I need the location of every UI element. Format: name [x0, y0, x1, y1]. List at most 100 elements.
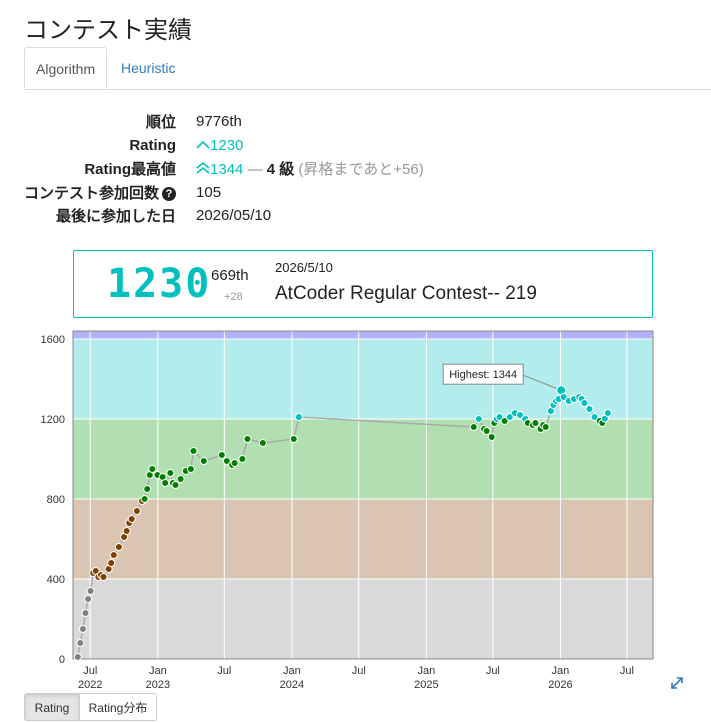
tab-algorithm[interactable]: Algorithm	[24, 47, 107, 89]
stats-table: 順位 9776th Rating 1230 Rating最高値 1344 — 4…	[24, 110, 424, 228]
rating-point	[469, 423, 478, 431]
rating-point	[99, 573, 108, 581]
rating-point	[78, 625, 87, 633]
rating-point	[86, 587, 95, 595]
rank-value: 9776th	[196, 113, 242, 131]
x-tick-year: 2023	[146, 679, 170, 688]
rating-point	[143, 485, 152, 493]
y-tick-label: 400	[47, 574, 65, 586]
rating-point	[132, 507, 141, 515]
count-label: コンテスト参加回数	[24, 184, 160, 202]
rating-cell: 1230	[186, 134, 424, 158]
y-tick-label: 1200	[41, 414, 65, 426]
y-tick-label: 800	[47, 494, 65, 506]
stats-row-rating: Rating 1230	[24, 134, 424, 158]
card-contest-name[interactable]: AtCoder Regular Contest-- 219	[275, 283, 537, 304]
stats-row-last: 最後に参加した日 2026/05/10	[24, 204, 424, 228]
rating-point	[222, 457, 231, 465]
tab-heuristic[interactable]: Heuristic	[121, 60, 176, 76]
rating-distribution-button[interactable]: Rating分布	[79, 693, 157, 721]
rating-label: Rating	[129, 136, 177, 154]
question-circle-icon[interactable]: ?	[162, 186, 177, 201]
rating-point	[140, 495, 149, 503]
rating-point	[559, 393, 568, 401]
rating-point	[114, 543, 123, 551]
rating-point	[590, 413, 599, 421]
x-tick-month: Jul	[217, 665, 231, 677]
page-title: コンテスト実績	[24, 17, 192, 44]
rank-label: 順位	[146, 114, 177, 132]
x-tick-month: Jan	[417, 665, 435, 677]
rating-point	[531, 419, 540, 427]
y-tick-label: 1600	[41, 334, 65, 346]
tab-bar: Algorithm Heuristic	[24, 47, 711, 90]
rating-point	[505, 413, 514, 421]
latest-contest-card: 1230 669th +28 2026/5/10 AtCoder Regular…	[73, 250, 653, 318]
rating-band-0	[73, 579, 653, 659]
rating-point	[81, 609, 90, 617]
rating-band-1	[73, 499, 653, 579]
rating-band-3	[73, 339, 653, 419]
last-label: 最後に参加した日	[56, 208, 177, 226]
expand-icon[interactable]	[670, 676, 684, 693]
card-rating-diff: +28	[224, 291, 243, 303]
rating-point	[217, 451, 226, 459]
rating-point	[294, 413, 303, 421]
highest-value: 1344	[210, 161, 244, 179]
rating-point	[238, 455, 247, 463]
x-tick-month: Jan	[552, 665, 570, 677]
rating-point	[500, 417, 509, 425]
chevron-up-icon	[196, 137, 210, 154]
y-tick-label: 0	[59, 654, 65, 666]
x-tick-month: Jan	[149, 665, 167, 677]
stats-row-rank: 順位 9776th	[24, 110, 424, 134]
highest-label: Rating最高値	[84, 161, 177, 179]
rating-point	[73, 653, 82, 661]
x-tick-month: Jul	[352, 665, 366, 677]
highest-separator: —	[247, 161, 263, 179]
x-tick-year: 2026	[548, 679, 572, 688]
rating-point	[109, 551, 118, 559]
rating-point	[230, 459, 239, 467]
rating-point	[541, 423, 550, 431]
rating-point	[107, 559, 116, 567]
rating-point	[495, 413, 504, 421]
rating-point	[258, 439, 267, 447]
rating-point	[474, 415, 483, 423]
kyu-note: (昇格まであと+56)	[298, 161, 424, 179]
x-tick-year: 2022	[78, 679, 102, 688]
highest-cell: 1344 — 4 級 (昇格まであと+56)	[186, 157, 424, 181]
rating-point	[189, 447, 198, 455]
rating-point	[603, 409, 612, 417]
rating-point	[585, 405, 594, 413]
rating-point	[186, 465, 195, 473]
x-tick-month: Jul	[620, 665, 634, 677]
x-tick-year: 2025	[414, 679, 438, 688]
plot-frame	[72, 330, 654, 660]
rating-point	[199, 457, 208, 465]
count-label-cell: コンテスト参加回数?	[24, 181, 186, 205]
last-value: 2026/05/10	[196, 207, 272, 225]
rating-band-4	[73, 331, 653, 339]
rating-value: 1230	[210, 136, 244, 154]
rating-point	[487, 433, 496, 441]
x-tick-month: Jul	[83, 665, 97, 677]
rating-point	[122, 527, 131, 535]
x-tick-year: 2024	[280, 679, 304, 688]
kyu-rank: 4 級	[266, 161, 295, 179]
highest-box	[442, 363, 524, 385]
rating-point	[482, 427, 491, 435]
card-date: 2026/5/10	[275, 260, 333, 275]
rating-button[interactable]: Rating	[24, 693, 80, 721]
card-rank: 669th	[211, 267, 249, 284]
highest-leader	[522, 374, 562, 391]
x-tick-month: Jul	[486, 665, 500, 677]
rating-point	[580, 399, 589, 407]
x-tick-month: Jan	[283, 665, 301, 677]
highest-label: Highest: 1344	[449, 369, 517, 381]
rating-band-2	[73, 419, 653, 499]
card-rating: 1230	[107, 261, 212, 307]
double-chevron-up-icon	[196, 161, 210, 178]
rating-point	[166, 469, 175, 477]
rating-point	[127, 515, 136, 523]
